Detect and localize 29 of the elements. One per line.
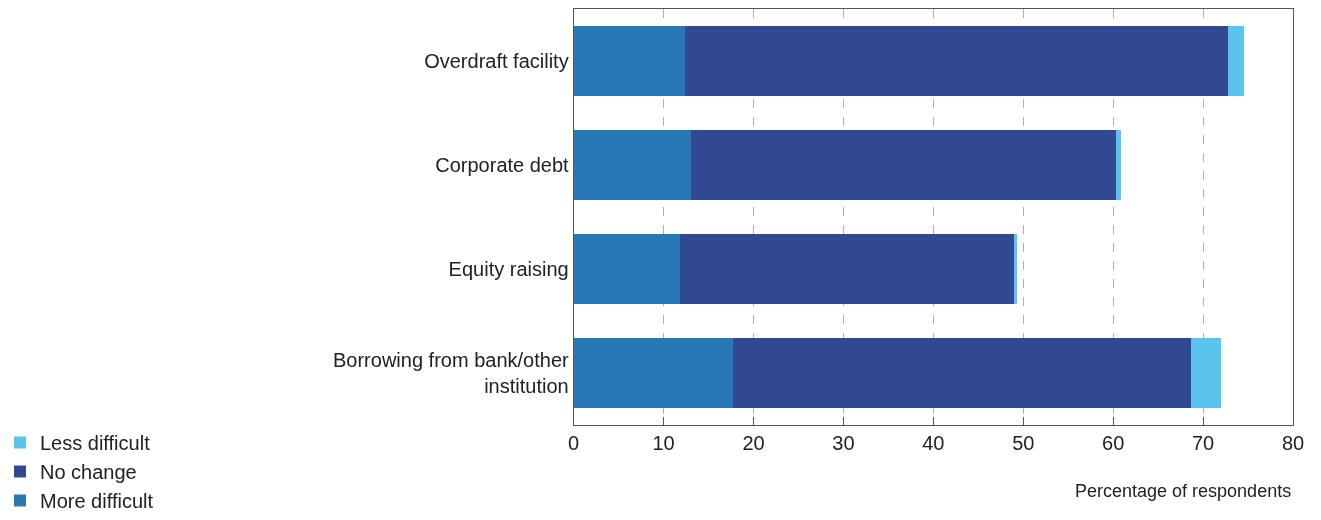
bar [1014,233,1017,305]
bar [685,25,1229,97]
x-tick-label: 20 [742,432,765,454]
bar [1191,337,1222,409]
bar [1115,129,1122,201]
legend-label: No change [40,461,137,484]
bar [573,129,692,201]
x-tick-label: 60 [1102,432,1125,454]
x-tick-label: 80 [1281,432,1305,454]
legend-label: Less difficult [40,432,151,455]
y-tick-label: Corporate debt [435,154,570,176]
x-tick-label: 0 [568,432,580,454]
x-tick-label: 70 [1191,432,1215,454]
x-tick-label: 50 [1012,432,1035,454]
x-tick-label: 30 [832,432,855,454]
bar [573,25,686,97]
x-tick-label: 40 [922,432,945,454]
bar [732,337,1192,409]
x-axis-title: Percentage of respondents [1075,481,1292,501]
y-tick-label: Equity raising [448,258,569,280]
bar [573,337,733,409]
bar [679,233,1015,305]
legend-label: More difficult [40,490,154,513]
x-tick-label: 10 [652,432,675,454]
y-tick-label: Borrowing from bank/other institution [333,349,569,397]
bar [573,233,680,305]
bar [691,129,1116,201]
bar [1228,25,1244,97]
y-tick-label: Overdraft facility [424,50,569,72]
